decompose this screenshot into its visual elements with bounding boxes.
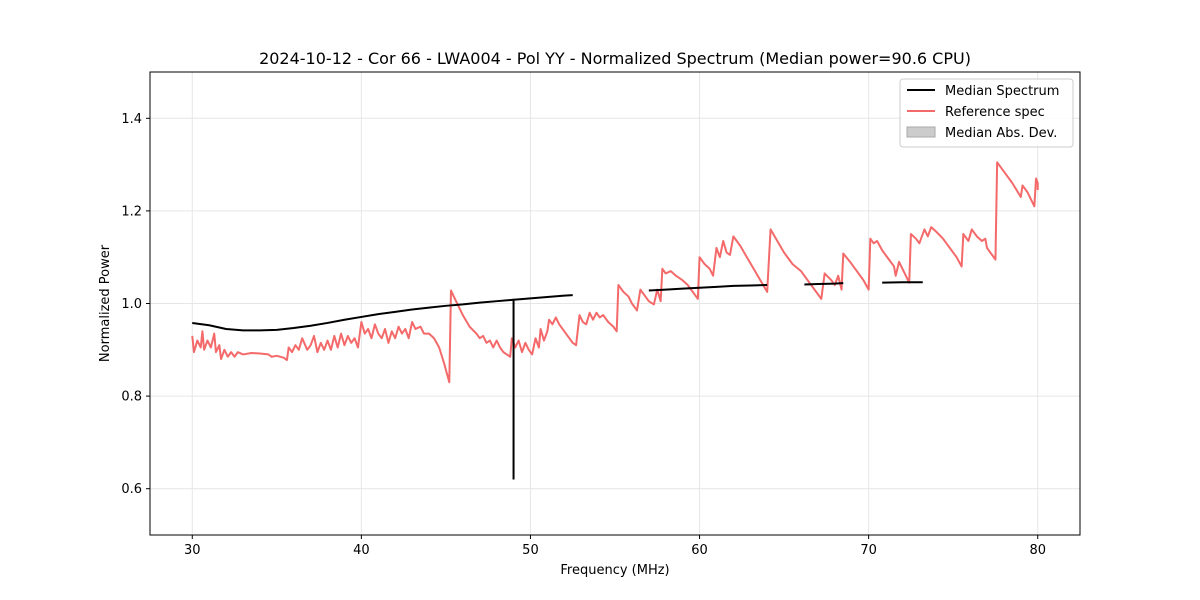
chart-title: 2024-10-12 - Cor 66 - LWA004 - Pol YY - … [259, 49, 971, 68]
legend-mad-swatch [906, 126, 936, 138]
x-tick-label: 50 [522, 543, 539, 558]
median-spectrum-line-2 [648, 283, 768, 292]
y-tick-label: 0.8 [121, 390, 142, 405]
legend: Median Spectrum Reference spec Median Ab… [899, 78, 1074, 148]
x-tick-label: 40 [353, 543, 370, 558]
x-tick-label: 60 [691, 543, 708, 558]
x-tick-label: 30 [184, 543, 201, 558]
reference-spec-line-0 [191, 161, 1039, 384]
y-axis-label: Normalized Power [98, 244, 113, 362]
x-axis-label: Frequency (MHz) [560, 563, 669, 578]
legend-median-label: Median Spectrum [945, 84, 1059, 99]
legend-reference-label: Reference spec [945, 105, 1045, 120]
legend-mad-label: Median Abs. Dev. [945, 126, 1057, 141]
x-tick-label: 80 [1029, 543, 1046, 558]
median-spectrum-line-3 [804, 282, 844, 286]
y-tick-label: 0.6 [121, 482, 142, 497]
axis-ticks: 30 40 50 60 70 80 0.6 0.8 1.0 1.2 1.4 [121, 112, 1046, 558]
legend-box [899, 78, 1074, 148]
plot-lines [191, 161, 1039, 480]
y-tick-label: 1.4 [121, 112, 142, 127]
x-tick-label: 70 [860, 543, 877, 558]
y-tick-label: 1.0 [121, 297, 142, 312]
median-spectrum-line-0 [192, 294, 573, 332]
y-tick-label: 1.2 [121, 204, 142, 219]
